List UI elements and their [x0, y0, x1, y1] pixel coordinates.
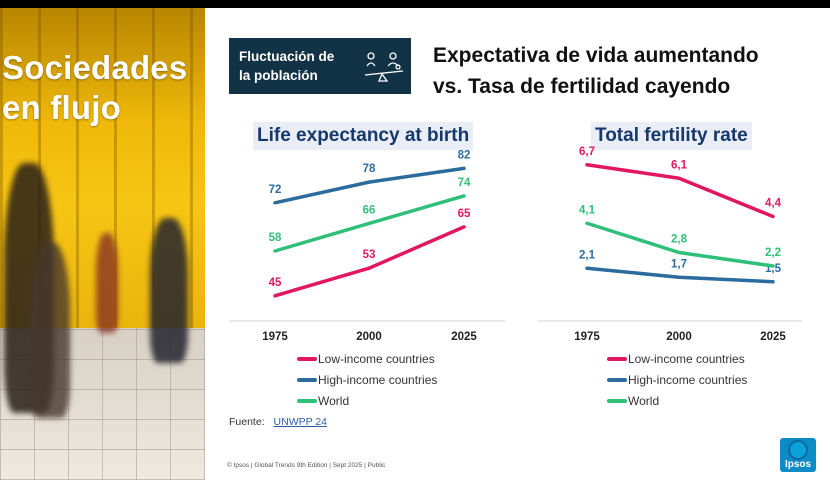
data-label-high: 1,7 [671, 258, 687, 270]
legend-swatch-high [607, 378, 627, 382]
charts-canvas: 1975 2000 2025 45 53 65 72 78 82 58 66 74 1975 2000 20… [229, 146, 802, 343]
source-label: Fuente: [229, 416, 265, 428]
population-balance-icon [364, 52, 404, 82]
x-tick-label: 2000 [356, 331, 382, 343]
source-link[interactable]: UNWPP 24 [273, 416, 328, 428]
photo-title-line-1: Sociedades [2, 49, 188, 86]
legend-right: Low-income countries High-income countri… [607, 351, 767, 411]
data-label-high: 78 [363, 163, 376, 175]
data-label-world: 2,8 [671, 234, 688, 246]
source-note: Fuente: UNWPP 24 [229, 416, 327, 428]
headline-line-2: vs. Tasa de fertilidad cayendo [433, 75, 731, 98]
legend-label-high: High-income countries [628, 373, 748, 387]
data-label-world: 2,2 [765, 247, 781, 259]
badge-line-1: Fluctuación de [239, 49, 335, 64]
series-line-world [585, 221, 775, 268]
chart-title-fertility: Total fertility rate [591, 122, 752, 150]
logo-circle [788, 440, 808, 460]
logo-text: Ipsos [784, 459, 812, 470]
data-label-low: 45 [269, 277, 282, 289]
legend-swatch-low [607, 357, 627, 361]
series-line-high [273, 166, 466, 205]
blurred-person [30, 243, 70, 418]
legend-swatch-world [297, 399, 317, 403]
x-tick-label: 1975 [262, 331, 288, 343]
data-label-low: 6,7 [579, 146, 595, 158]
headline: Expectativa de vida aumentando vs. Tasa … [433, 40, 759, 102]
headline-line-1: Expectativa de vida aumentando [433, 44, 759, 67]
data-label-low: 53 [363, 249, 376, 261]
badge-line-2: la población [239, 68, 318, 83]
legend-label-world: World [318, 394, 350, 408]
data-label-world: 58 [269, 232, 282, 244]
data-label-low: 65 [458, 208, 471, 220]
series-line-world [273, 194, 466, 253]
x-tick-label: 2025 [451, 331, 477, 343]
chart-title-life-expectancy: Life expectancy at birth [253, 122, 474, 150]
data-label-world: 66 [363, 204, 376, 216]
legend-left: Low-income countries High-income countri… [297, 351, 457, 411]
data-label-world: 74 [458, 177, 471, 189]
data-label-world: 4,1 [579, 204, 596, 216]
series-line-high [585, 266, 775, 284]
legend-swatch-world [607, 399, 627, 403]
top-black-bar [0, 0, 830, 8]
photo-title: Sociedades en flujo [2, 48, 187, 128]
ipsos-logo: Ipsos [780, 438, 816, 472]
data-label-high: 72 [269, 184, 282, 196]
section-badge: Fluctuación de la población [229, 38, 411, 94]
photo-title-line-2: en flujo [2, 89, 121, 126]
data-label-low: 4,4 [765, 198, 782, 210]
data-label-high: 82 [458, 149, 471, 161]
series-line-low [273, 225, 466, 298]
legend-swatch-high [297, 378, 317, 382]
footer-note: © Ipsos | Global Trends 9th Edition | Se… [227, 462, 386, 469]
legend-label-world: World [628, 394, 660, 408]
legend-label-high: High-income countries [318, 373, 438, 387]
x-tick-label: 1975 [574, 331, 600, 343]
slide: Fluctuación de la población Expectativa … [205, 8, 830, 480]
series-line-low [585, 163, 775, 219]
legend-label-low: Low-income countries [318, 352, 435, 366]
data-label-low: 6,1 [671, 159, 688, 171]
blurred-person [150, 218, 188, 363]
legend-swatch-low [297, 357, 317, 361]
x-tick-label: 2000 [666, 331, 692, 343]
hero-photo: Sociedades en flujo [0, 8, 205, 480]
blurred-person [96, 233, 118, 333]
legend-label-low: Low-income countries [628, 352, 745, 366]
x-tick-label: 2025 [760, 331, 786, 343]
data-label-high: 2,1 [579, 249, 596, 261]
